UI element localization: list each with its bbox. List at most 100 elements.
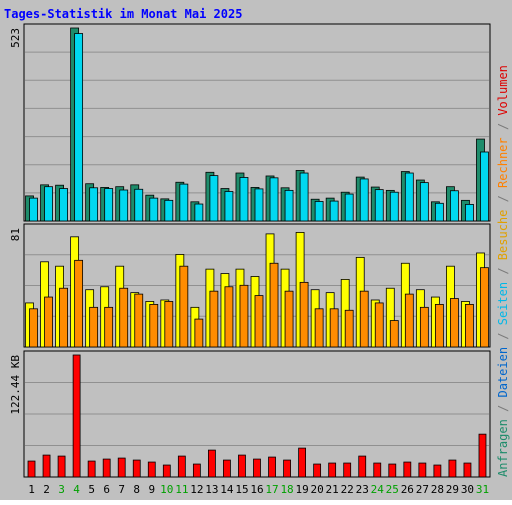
x-tick-label: 10 xyxy=(160,483,173,496)
bar-volumen-day-25 xyxy=(388,463,397,478)
bar-besuche-day-25 xyxy=(389,320,399,348)
bar-dateien-day-2 xyxy=(44,186,53,222)
bar-dateien-day-23 xyxy=(359,178,369,222)
x-tick-label: 1 xyxy=(28,483,35,496)
bar-besuche-day-13 xyxy=(209,290,219,348)
bar-volumen-day-6 xyxy=(102,458,111,478)
bar-besuche-day-9 xyxy=(149,303,159,348)
bar-dateien-day-9 xyxy=(149,197,159,222)
bar-besuche-day-15 xyxy=(239,284,249,348)
bar-dateien-day-29 xyxy=(450,190,459,222)
y-max-label-bottom: 122.44 KB xyxy=(9,355,22,415)
legend-entry: Seiten xyxy=(496,282,510,325)
bar-volumen-day-16 xyxy=(253,458,261,478)
bar-besuche-day-29 xyxy=(450,298,459,348)
x-tick-label: 11 xyxy=(175,483,188,496)
bar-dateien-day-11 xyxy=(179,183,189,222)
panel-bottom xyxy=(23,350,491,478)
bar-volumen-day-22 xyxy=(343,462,352,478)
bar-dateien-day-16 xyxy=(254,188,264,222)
bar-volumen-day-13 xyxy=(208,449,216,478)
x-tick-label: 27 xyxy=(416,483,429,496)
x-tick-label: 6 xyxy=(103,483,110,496)
bar-dateien-day-8 xyxy=(134,188,144,222)
x-tick-label: 4 xyxy=(73,483,80,496)
chart-title: Tages-Statistik im Monat Mai 2025 xyxy=(4,7,242,21)
bar-besuche-day-23 xyxy=(359,290,369,348)
bar-volumen-day-3 xyxy=(57,455,66,478)
x-tick-label: 8 xyxy=(133,483,140,496)
bar-volumen-day-11 xyxy=(177,455,186,478)
bar-besuche-day-24 xyxy=(374,302,384,348)
bar-volumen-day-27 xyxy=(418,462,427,478)
x-tick-label: 12 xyxy=(190,483,203,496)
legend-entry: / xyxy=(496,188,510,210)
bar-besuche-day-20 xyxy=(314,308,324,348)
bar-dateien-day-17 xyxy=(269,177,279,222)
bar-dateien-day-13 xyxy=(209,175,219,222)
legend-entry: Besuche xyxy=(496,210,510,261)
legend-entry: Volumen xyxy=(496,65,510,116)
y-axis-max-labels: 523 81 122.44 KB xyxy=(9,28,22,415)
x-tick-label: 22 xyxy=(341,483,354,496)
x-tick-label: 19 xyxy=(295,483,308,496)
x-tick-label: 9 xyxy=(148,483,155,496)
bar-volumen-day-8 xyxy=(132,459,141,478)
bar-besuche-day-3 xyxy=(59,287,68,348)
bar-besuche-day-11 xyxy=(179,265,189,348)
bar-besuche-day-19 xyxy=(299,281,309,348)
bar-volumen-day-10 xyxy=(162,464,171,478)
x-axis-labels: 1 2 3 4 5 6 7 8 9 10 11 12 13 14 15 16 17 18 19 20 21 22 23 24 2… xyxy=(28,483,489,496)
bar-volumen-day-24 xyxy=(373,462,382,478)
bar-besuche-day-28 xyxy=(434,303,444,348)
bar-besuche-day-5 xyxy=(89,306,99,348)
bar-besuche-day-16 xyxy=(254,295,264,348)
bar-volumen-day-12 xyxy=(192,463,201,478)
legend-entry: Dateien xyxy=(496,347,510,398)
x-tick-label: 17 xyxy=(265,483,278,496)
bar-dateien-day-27 xyxy=(419,182,429,222)
x-tick-label: 26 xyxy=(401,483,414,496)
bar-dateien-day-21 xyxy=(329,200,339,222)
bar-volumen-day-1 xyxy=(27,460,36,478)
bar-dateien-day-12 xyxy=(194,203,204,222)
x-tick-label: 20 xyxy=(311,483,324,496)
bar-volumen-day-29 xyxy=(448,459,457,478)
bar-besuche-day-18 xyxy=(284,290,294,348)
x-tick-label: 23 xyxy=(356,483,369,496)
bar-dateien-day-31 xyxy=(480,151,489,222)
bar-dateien-day-24 xyxy=(374,189,384,222)
bar-dateien-day-20 xyxy=(314,201,324,222)
x-tick-label: 25 xyxy=(386,483,399,496)
bar-dateien-day-3 xyxy=(59,188,68,222)
bar-dateien-day-30 xyxy=(465,203,474,222)
y-max-label-top: 523 xyxy=(9,28,22,48)
bar-besuche-day-22 xyxy=(344,309,354,348)
bar-volumen-day-14 xyxy=(223,459,231,478)
x-tick-label: 7 xyxy=(118,483,125,496)
bar-volumen-day-17 xyxy=(268,456,276,478)
bar-volumen-day-7 xyxy=(117,457,126,478)
bar-besuche-day-30 xyxy=(465,303,474,348)
x-tick-label: 14 xyxy=(220,483,234,496)
bar-besuche-day-12 xyxy=(194,318,204,348)
bar-volumen-day-26 xyxy=(403,461,412,478)
bar-dateien-day-18 xyxy=(284,189,294,222)
x-tick-label: 21 xyxy=(326,483,339,496)
x-tick-label: 13 xyxy=(205,483,218,496)
bar-volumen-day-30 xyxy=(463,462,472,478)
legend-entry: Anfragen xyxy=(496,419,510,477)
bar-besuche-day-4 xyxy=(74,259,84,348)
panel-middle xyxy=(23,223,491,348)
bar-dateien-day-22 xyxy=(344,193,354,222)
bar-dateien-day-26 xyxy=(404,172,414,222)
bar-dateien-day-5 xyxy=(89,187,99,222)
legend-entry: / xyxy=(496,325,510,347)
bar-dateien-day-4 xyxy=(74,33,84,222)
bar-volumen-day-19 xyxy=(298,447,306,478)
x-tick-label: 28 xyxy=(431,483,444,496)
bar-volumen-day-21 xyxy=(328,462,337,478)
x-tick-label: 30 xyxy=(461,483,474,496)
bar-besuche-day-2 xyxy=(44,296,53,348)
